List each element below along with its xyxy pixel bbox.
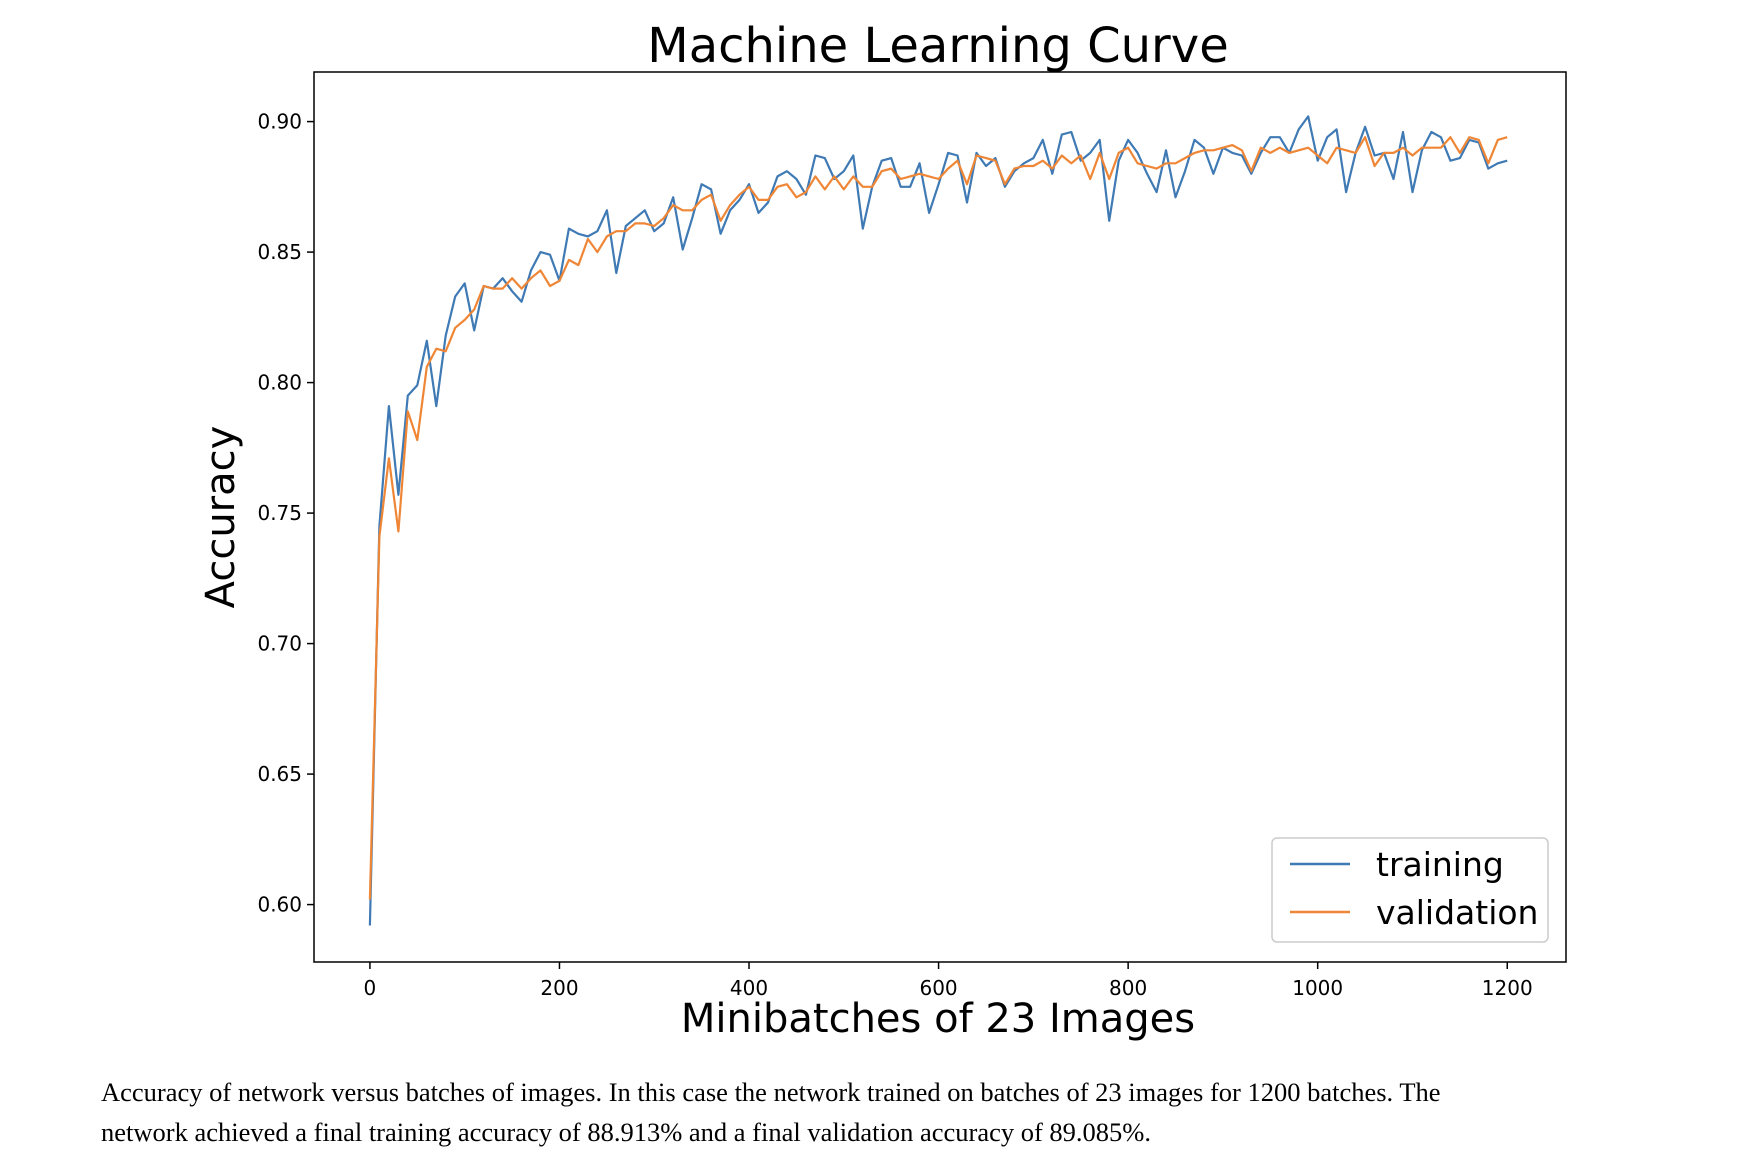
plot-frame: [313, 71, 1567, 963]
figure-caption: Accuracy of network versus batches of im…: [101, 1072, 1661, 1152]
y-axis: 0.60 0.65 0.70 0.75 0.80 0.85 0.90: [257, 110, 314, 917]
x-tick-label: 400: [730, 976, 768, 1000]
y-tick-label: 0.85: [257, 240, 302, 264]
x-axis-label: Minibatches of 23 Images: [681, 996, 1195, 1042]
legend-label-training: training: [1376, 845, 1504, 884]
y-tick-label: 0.65: [257, 762, 302, 786]
legend: training validation: [1271, 837, 1549, 943]
series-line-validation: [368, 136, 1508, 900]
y-tick-label: 0.90: [257, 110, 302, 134]
x-tick-label: 200: [540, 976, 578, 1000]
caption-line-1: Accuracy of network versus batches of im…: [101, 1077, 1441, 1107]
caption-line-2: network achieved a final training accura…: [101, 1117, 1151, 1147]
series-lines: [368, 115, 1508, 926]
x-tick-label: 600: [919, 976, 957, 1000]
y-tick-label: 0.75: [257, 501, 302, 525]
x-tick-label: 800: [1109, 976, 1147, 1000]
series-line-training: [368, 115, 1508, 926]
x-tick-label: 1200: [1482, 976, 1533, 1000]
x-axis: 0 200 400 600 800 1000 1200: [364, 962, 1533, 1000]
y-tick-label: 0.60: [257, 893, 302, 917]
x-tick-label: 1000: [1292, 976, 1343, 1000]
legend-label-validation: validation: [1376, 893, 1538, 932]
chart-title: Machine Learning Curve: [647, 18, 1228, 74]
y-axis-label: Accuracy: [198, 426, 244, 609]
plot-area: 0 200 400 600 800 1000 1200 0.600.650.700.750.…: [257, 71, 1567, 1000]
x-tick-label: 0: [364, 976, 377, 1000]
y-tick-label: 0.80: [257, 371, 302, 395]
learning-curve-chart: Machine Learning Curve 0 200 400 600 800 1000…: [198, 18, 1567, 1042]
y-tick-label: 0.70: [257, 632, 302, 656]
